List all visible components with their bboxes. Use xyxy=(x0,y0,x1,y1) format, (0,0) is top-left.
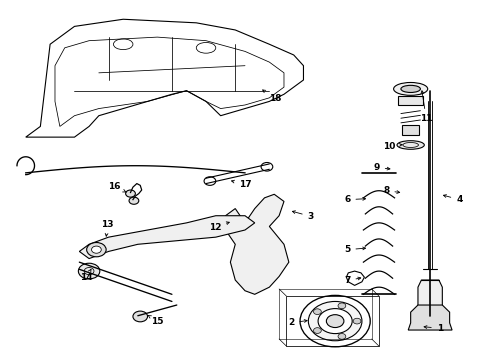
Ellipse shape xyxy=(308,301,362,341)
Text: 13: 13 xyxy=(101,220,114,236)
Text: 5: 5 xyxy=(344,245,366,254)
Text: 6: 6 xyxy=(344,195,366,204)
Ellipse shape xyxy=(314,328,321,333)
Ellipse shape xyxy=(87,243,106,257)
Polygon shape xyxy=(79,216,255,258)
Ellipse shape xyxy=(338,303,346,309)
Ellipse shape xyxy=(338,333,346,339)
Text: 16: 16 xyxy=(108,182,126,192)
Text: 10: 10 xyxy=(383,141,402,150)
Text: 7: 7 xyxy=(344,276,361,285)
Ellipse shape xyxy=(397,141,424,149)
Polygon shape xyxy=(225,194,289,294)
Bar xyxy=(398,96,423,105)
Ellipse shape xyxy=(300,296,370,347)
Ellipse shape xyxy=(326,315,344,328)
Text: 4: 4 xyxy=(443,195,463,204)
Text: 2: 2 xyxy=(288,318,307,327)
Ellipse shape xyxy=(133,311,147,322)
Text: 1: 1 xyxy=(424,324,443,333)
Text: 3: 3 xyxy=(293,211,314,221)
Ellipse shape xyxy=(125,190,135,197)
Text: 11: 11 xyxy=(420,91,433,123)
Bar xyxy=(279,289,372,339)
Ellipse shape xyxy=(78,263,100,279)
Text: 8: 8 xyxy=(383,186,400,195)
Bar xyxy=(402,125,419,135)
Text: 17: 17 xyxy=(232,180,251,189)
Ellipse shape xyxy=(353,318,361,324)
Ellipse shape xyxy=(318,309,352,334)
Text: 14: 14 xyxy=(80,269,93,282)
Text: 12: 12 xyxy=(209,222,229,231)
Ellipse shape xyxy=(393,82,428,95)
Text: 9: 9 xyxy=(373,163,390,172)
Ellipse shape xyxy=(401,85,420,93)
Polygon shape xyxy=(416,280,445,323)
Ellipse shape xyxy=(92,246,101,253)
Polygon shape xyxy=(408,305,452,330)
Ellipse shape xyxy=(314,309,321,315)
Bar xyxy=(287,296,379,346)
Text: 18: 18 xyxy=(263,90,281,103)
Ellipse shape xyxy=(129,197,139,204)
Text: 15: 15 xyxy=(148,315,164,325)
